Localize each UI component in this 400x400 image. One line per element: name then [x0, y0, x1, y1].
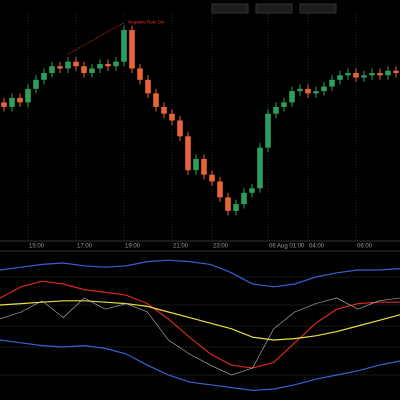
candle-body [241, 192, 247, 205]
x-tick-label: 06 Aug 01:00 [269, 244, 305, 250]
toolbar-button[interactable] [255, 3, 293, 14]
candle-body [273, 106, 279, 114]
x-tick-label: 17:00 [77, 244, 93, 250]
candle-body [337, 75, 343, 80]
annotation: Negative Rate Div [128, 20, 165, 25]
indicator-line [0, 339, 400, 392]
candle-body [257, 147, 263, 189]
candle-body [89, 68, 95, 74]
candle-body [289, 91, 295, 103]
candle-body [177, 120, 183, 137]
candle-body [265, 113, 271, 148]
candle-body [353, 73, 359, 78]
candle-body [65, 61, 71, 69]
candle-body [97, 63, 103, 69]
candle-body [41, 73, 47, 80]
candle-body [81, 66, 87, 74]
candle-body [49, 66, 55, 74]
x-tick-label: 21:00 [173, 244, 189, 250]
candle-body [17, 97, 23, 103]
candle-body [393, 70, 399, 74]
candle-body [1, 102, 7, 107]
x-tick-label: 23:00 [213, 244, 229, 250]
indicator-line [0, 280, 400, 369]
candle-body [201, 158, 207, 175]
candle-body [321, 86, 327, 92]
toolbar-button[interactable] [299, 3, 337, 14]
x-tick-label: 04:00 [309, 244, 325, 250]
indicator-line [0, 297, 400, 376]
candle-body [25, 88, 31, 103]
candle-body [129, 30, 135, 69]
candle-body [345, 73, 351, 76]
candle-body [33, 79, 39, 89]
candle-body [217, 181, 223, 198]
divergence-line [67, 22, 125, 55]
x-tick-label: 19:00 [125, 244, 141, 250]
candle-body [153, 93, 159, 107]
candle-body [9, 97, 15, 107]
candle-body [121, 30, 127, 62]
candle-body [169, 113, 175, 121]
candle-body [297, 88, 303, 92]
candle-body [233, 204, 239, 211]
candle-body [385, 70, 391, 76]
candle-body [185, 136, 191, 171]
indicator-line [0, 259, 400, 288]
candle-body [161, 106, 167, 114]
candle-body [193, 158, 199, 171]
candle-body [377, 73, 383, 76]
candle-body [113, 61, 119, 67]
candle-body [369, 73, 375, 76]
candle-body [209, 174, 215, 182]
candle-body [145, 79, 151, 94]
candle-body [281, 102, 287, 107]
candle-body [361, 75, 367, 78]
toolbar-button[interactable] [211, 3, 249, 14]
candle-body [329, 79, 335, 87]
candle-body [313, 91, 319, 94]
indicator-line [0, 300, 400, 341]
candle-body [57, 66, 63, 69]
candle-body [249, 188, 255, 193]
candle-body [225, 197, 231, 211]
candle-body [73, 61, 79, 67]
candle-body [137, 68, 143, 80]
candle-body [105, 63, 111, 67]
x-tick-label: 15:00 [29, 244, 45, 250]
x-tick-label: 06:00 [357, 244, 373, 250]
candle-body [305, 88, 311, 94]
